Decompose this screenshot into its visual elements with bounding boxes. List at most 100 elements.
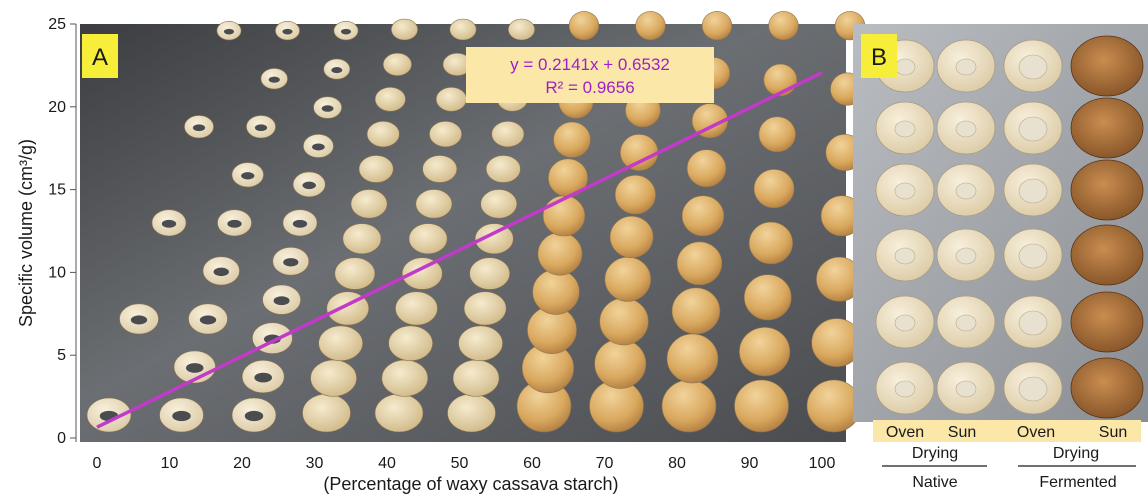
sample-item	[1070, 159, 1144, 221]
column-label-oven-fermented: Oven	[1017, 424, 1055, 441]
trendline	[96, 71, 823, 429]
sample-item	[302, 393, 351, 433]
sample-item	[743, 274, 792, 321]
category-label-fermented: Fermented	[1039, 474, 1116, 491]
sample-ring-hole	[244, 410, 264, 422]
sample-item	[537, 232, 583, 276]
sample-ring-hole	[312, 143, 325, 151]
sample-item	[374, 393, 424, 433]
sample-ring-hole	[199, 315, 217, 325]
sample-column-0	[86, 20, 242, 433]
panel-b-samples	[875, 35, 1144, 419]
y-tick-label: 25	[48, 16, 66, 33]
sample-ring-hole	[955, 58, 977, 76]
sample-ring-hole	[273, 296, 290, 306]
x-tick-label: 20	[233, 455, 251, 472]
column-label-strip	[873, 420, 1141, 442]
y-axis-title: Specific volume (cm³/g)	[16, 139, 36, 327]
sample-item	[753, 169, 795, 209]
x-tick-label: 50	[451, 455, 469, 472]
x-axis-title: (Percentage of waxy cassava starch)	[323, 474, 618, 494]
sample-ring-hole	[894, 182, 916, 200]
sample-item	[435, 86, 467, 112]
sample-ring-hole	[1018, 116, 1048, 142]
sample-ring-hole	[130, 315, 148, 325]
column-label-oven-native: Oven	[886, 424, 924, 441]
sample-item	[619, 133, 659, 171]
sample-ring-hole	[186, 363, 204, 373]
sample-item	[1070, 97, 1144, 159]
x-tick-label: 90	[741, 455, 759, 472]
sample-column-30	[302, 18, 418, 433]
sample-item	[806, 379, 862, 433]
sample-item	[1070, 357, 1144, 419]
sample-item	[734, 379, 789, 433]
sample-item	[691, 103, 729, 139]
sample-item	[1070, 291, 1144, 353]
sample-item	[676, 241, 723, 286]
sample-ring-hole	[227, 219, 242, 228]
sample-item	[635, 11, 666, 41]
sample-ring-hole	[172, 410, 191, 422]
trendline-r-squared: R² = 0.9656	[545, 78, 634, 97]
sample-column-40	[374, 18, 477, 433]
sample-item	[599, 297, 649, 346]
sample-ring-hole	[955, 182, 977, 200]
sample-item	[1070, 35, 1144, 97]
sample-item	[661, 379, 717, 433]
equation-box	[466, 47, 714, 103]
sample-item	[415, 189, 453, 219]
sample-ring-hole	[254, 372, 273, 383]
sample-column-50	[447, 18, 535, 433]
x-tick-label: 80	[668, 455, 686, 472]
x-tick-group: 0 10 20 30 40 50 60 70 80 90 100	[93, 455, 836, 472]
panel-b-column-3	[1003, 39, 1063, 415]
sample-ring-hole	[292, 219, 308, 228]
sample-ring-hole	[894, 58, 916, 76]
x-tick-label: 70	[596, 455, 614, 472]
sample-item	[447, 393, 496, 433]
sample-item	[568, 11, 600, 41]
x-tick-label: 30	[306, 455, 324, 472]
sample-item	[671, 287, 721, 335]
panel-b-label: B	[871, 44, 887, 71]
category-label-native: Native	[912, 474, 957, 491]
group-label-drying-fermented: Drying	[1053, 445, 1099, 462]
group-label-drying-native: Drying	[912, 445, 958, 462]
x-tick-label: 0	[93, 455, 102, 472]
sample-ring-hole	[894, 380, 916, 398]
sample-ring-hole	[1018, 376, 1048, 402]
sample-ring-hole	[955, 314, 977, 332]
sample-ring-hole	[955, 380, 977, 398]
sample-item	[768, 11, 799, 41]
sample-item	[374, 86, 406, 112]
sample-ring-hole	[302, 181, 316, 190]
sample-item	[532, 269, 580, 315]
sample-ring-hole	[955, 120, 977, 138]
x-tick-label: 10	[161, 455, 179, 472]
y-axis: 0 5 10 15 20 25	[48, 16, 77, 447]
y-tick-label: 0	[57, 430, 66, 447]
sample-item	[609, 215, 654, 259]
sample-ring-hole	[268, 76, 280, 83]
sample-item	[739, 327, 791, 377]
sample-item	[382, 52, 412, 76]
sample-item	[390, 18, 418, 41]
sample-item	[366, 121, 400, 148]
x-tick-label: 100	[809, 455, 836, 472]
sample-column-70	[589, 11, 666, 433]
panel-b: B Oven Sun Oven Sun Drying Drying Native…	[853, 24, 1148, 491]
sample-item	[485, 155, 521, 183]
sample-ring-hole	[321, 105, 334, 112]
sample-ring-hole	[192, 124, 206, 132]
column-label-sun-native: Sun	[948, 424, 976, 441]
panel-b-column-4	[1070, 35, 1144, 419]
sample-item	[701, 11, 733, 41]
sample-ring-hole	[1018, 310, 1048, 336]
sample-ring-hole	[241, 172, 255, 180]
trendline-equation: y = 0.2141x + 0.6532	[510, 55, 670, 74]
sample-item	[491, 121, 525, 148]
y-tick-group: 0 5 10 15 20 25	[48, 16, 76, 447]
panel-b-column-2	[936, 39, 996, 415]
